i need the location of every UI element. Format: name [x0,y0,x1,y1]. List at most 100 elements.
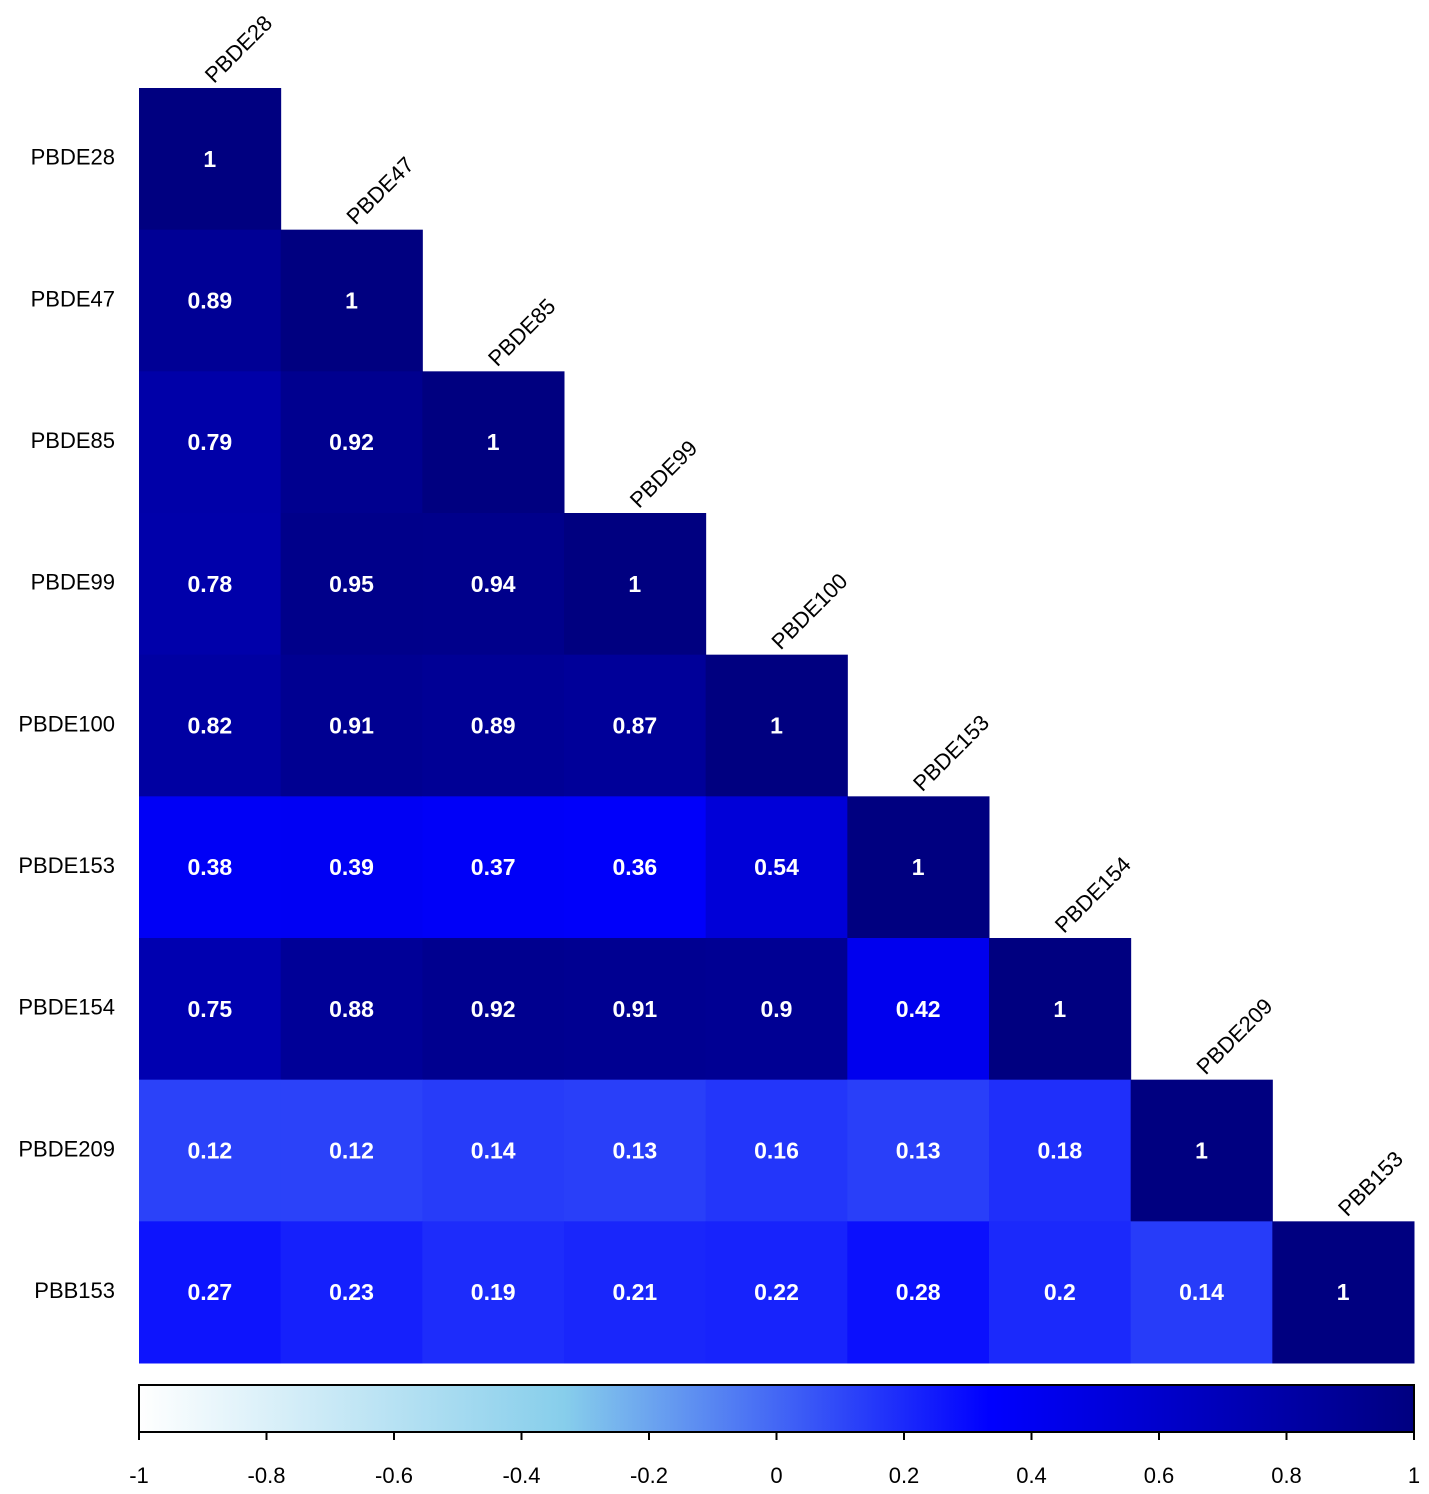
cell-label: 1 [487,429,500,455]
cell [1272,1221,1415,1364]
color-bar-tick-label: 0.8 [1271,1463,1302,1488]
cell-label: 0.91 [612,996,657,1022]
cell [280,1221,423,1364]
cell-label: 0.95 [329,571,374,597]
color-bar-tick-label: 0 [770,1463,782,1488]
column-label: PBDE47 [341,152,418,229]
cell-label: 0.89 [187,288,232,314]
cell-label: 0.22 [754,1279,799,1305]
cell-label: 1 [1195,1138,1208,1164]
cell-label: 1 [1053,996,1066,1022]
cell-label: 0.37 [471,854,516,880]
cell [1130,1079,1273,1222]
cell [280,654,423,797]
color-bar-tick-label: 0.6 [1144,1463,1175,1488]
cell-label: 0.92 [471,996,516,1022]
row-label: PBDE47 [31,286,115,311]
cell-label: 0.92 [329,429,374,455]
cell-label: 0.82 [187,713,232,739]
cell [564,796,707,939]
cell-label: 0.87 [612,713,657,739]
cell-label: 0.23 [329,1279,374,1305]
cell [139,229,282,372]
cell-label: 1 [912,854,925,880]
cell [847,938,990,1081]
color-bar-tick-label: -0.4 [503,1463,541,1488]
cell [705,796,848,939]
color-bar-tick-label: 0.4 [1016,1463,1047,1488]
cell [564,938,707,1081]
cell [564,654,707,797]
cell [139,1079,282,1222]
cell-label: 0.13 [896,1138,941,1164]
cell-label: 0.12 [329,1138,374,1164]
cell [564,1079,707,1222]
cell [422,1079,565,1222]
cell [705,938,848,1081]
cell [422,1221,565,1364]
cell [705,654,848,797]
cell [422,371,565,514]
cell-label: 0.78 [187,571,232,597]
column-label: PBDE153 [908,710,994,796]
row-label: PBDE28 [31,145,115,170]
color-bar-tick-label: -0.8 [248,1463,286,1488]
cell-label: 1 [345,288,358,314]
row-label: PBDE209 [18,1136,115,1161]
cell [847,1221,990,1364]
cell-label: 0.79 [187,429,232,455]
cell [847,796,990,939]
cell-label: 0.9 [761,996,793,1022]
row-label: PBDE85 [31,428,115,453]
cell-label: 0.89 [471,713,516,739]
cell-label: 0.88 [329,996,374,1022]
cell-label: 0.2 [1044,1279,1076,1305]
cell-label: 1 [770,713,783,739]
cell-label: 0.75 [187,996,232,1022]
cell [139,1221,282,1364]
color-bar-tick-label: 1 [1408,1463,1420,1488]
column-label: PBB153 [1333,1146,1408,1221]
cell [564,513,707,656]
color-bar-tick-label: -1 [129,1463,149,1488]
cell-label: 0.14 [1179,1279,1224,1305]
cell-label: 0.42 [896,996,941,1022]
column-label: PBDE85 [483,294,560,371]
color-bar [138,1384,1415,1433]
column-label: PBDE209 [1191,993,1277,1079]
cell-label: 0.21 [612,1279,657,1305]
cell-label: 0.94 [471,571,516,597]
cell-label: 0.54 [754,854,799,880]
cell-label: 1 [1337,1279,1350,1305]
cell [422,938,565,1081]
cell [139,371,282,514]
cell [564,1221,707,1364]
cell-label: 0.27 [187,1279,232,1305]
cell-label: 1 [203,146,216,172]
color-bar-tick-label: -0.2 [630,1463,668,1488]
cell-label: 0.36 [612,854,657,880]
row-label: PBDE153 [18,853,115,878]
cell [280,796,423,939]
cell [139,513,282,656]
row-label: PBDE154 [18,995,115,1020]
cell-label: 0.19 [471,1279,516,1305]
cell [422,513,565,656]
row-label: PBB153 [34,1278,115,1303]
cell [1130,1221,1273,1364]
cell [705,1079,848,1222]
column-label: PBDE154 [1050,852,1136,938]
column-label: PBDE100 [766,568,852,654]
cell [422,654,565,797]
cell [139,88,282,231]
cell-label: 0.16 [754,1138,799,1164]
cell-label: 0.39 [329,854,374,880]
cell-label: 0.91 [329,713,374,739]
cell [280,229,423,372]
cell-label: 0.18 [1037,1138,1082,1164]
cell [705,1221,848,1364]
cell [989,938,1132,1081]
color-bar-tick-label: 0.2 [889,1463,920,1488]
cell [280,513,423,656]
